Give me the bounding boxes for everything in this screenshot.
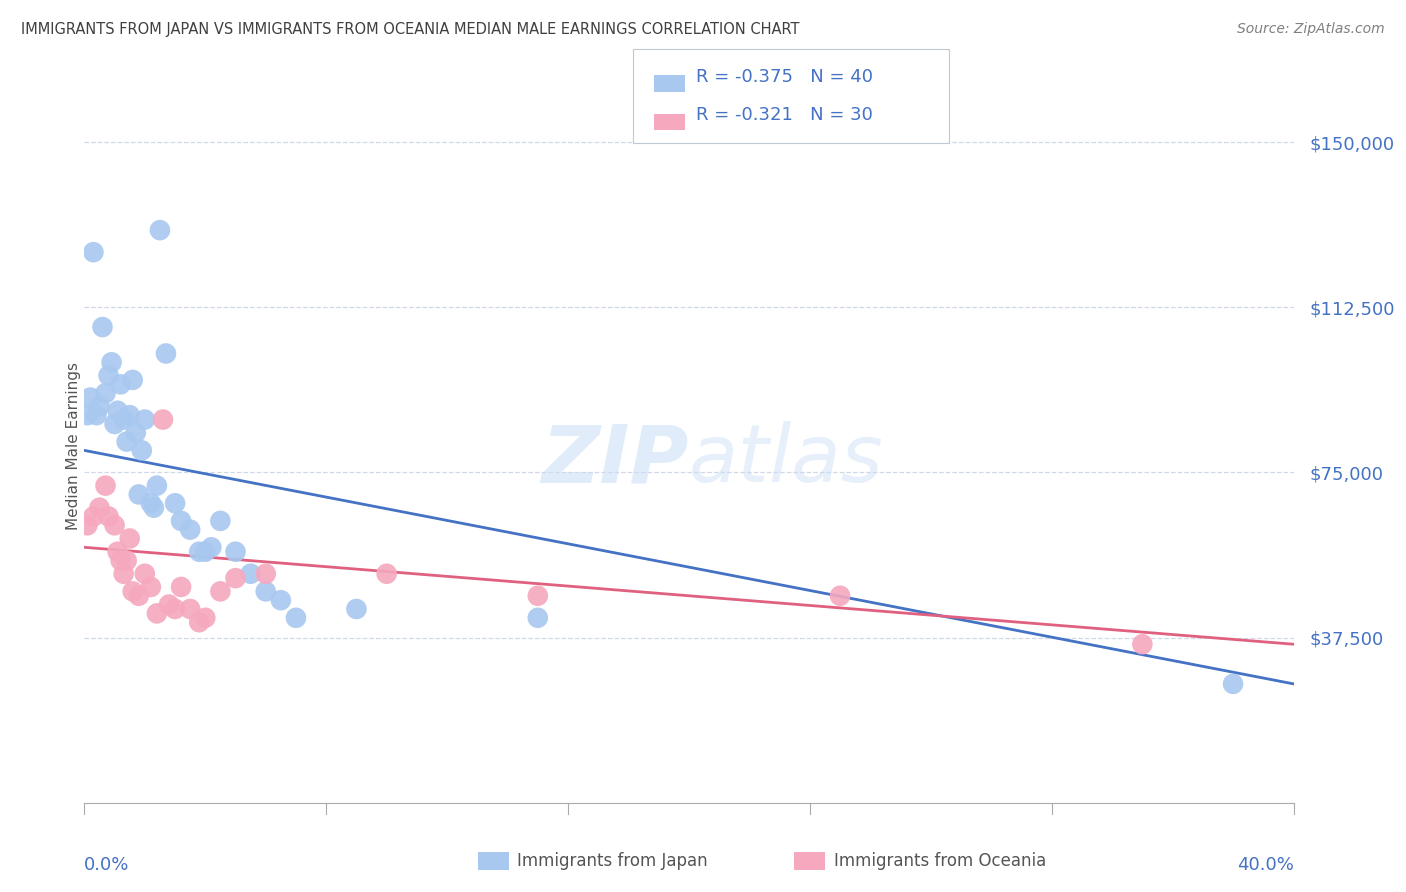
Point bbox=[100, 355, 122, 369]
Point bbox=[79, 391, 101, 405]
Point bbox=[239, 566, 262, 581]
Point bbox=[149, 223, 172, 237]
Point bbox=[107, 545, 129, 559]
Point bbox=[107, 403, 129, 417]
Point bbox=[128, 589, 150, 603]
Point bbox=[146, 478, 169, 492]
Point bbox=[76, 408, 98, 422]
Point bbox=[170, 580, 193, 594]
Point bbox=[110, 377, 132, 392]
Point bbox=[86, 408, 108, 422]
Point bbox=[157, 598, 180, 612]
Point bbox=[104, 518, 127, 533]
Point bbox=[179, 602, 201, 616]
Point bbox=[209, 584, 232, 599]
Point bbox=[97, 509, 120, 524]
Point bbox=[139, 496, 162, 510]
Point bbox=[526, 589, 548, 603]
Point bbox=[346, 602, 368, 616]
Point bbox=[89, 500, 111, 515]
Text: IMMIGRANTS FROM JAPAN VS IMMIGRANTS FROM OCEANIA MEDIAN MALE EARNINGS CORRELATIO: IMMIGRANTS FROM JAPAN VS IMMIGRANTS FROM… bbox=[21, 22, 800, 37]
Point bbox=[134, 412, 156, 426]
Point bbox=[94, 386, 117, 401]
Point bbox=[254, 584, 277, 599]
Text: 40.0%: 40.0% bbox=[1237, 855, 1294, 873]
Text: 0.0%: 0.0% bbox=[84, 855, 129, 873]
Point bbox=[254, 566, 277, 581]
Point bbox=[91, 320, 114, 334]
Point bbox=[97, 368, 120, 383]
Point bbox=[284, 611, 308, 625]
Point bbox=[118, 408, 141, 422]
Y-axis label: Median Male Earnings: Median Male Earnings bbox=[66, 362, 80, 530]
Point bbox=[225, 545, 247, 559]
Point bbox=[94, 478, 117, 492]
Point bbox=[115, 553, 138, 567]
Point bbox=[131, 443, 153, 458]
Point bbox=[112, 566, 135, 581]
Point bbox=[82, 245, 104, 260]
Point bbox=[179, 523, 201, 537]
Text: Immigrants from Oceania: Immigrants from Oceania bbox=[834, 852, 1046, 870]
Text: R = -0.321   N = 30: R = -0.321 N = 30 bbox=[696, 106, 873, 124]
Point bbox=[152, 412, 174, 426]
Point bbox=[200, 541, 222, 555]
Point bbox=[270, 593, 292, 607]
Point bbox=[104, 417, 127, 431]
Point bbox=[142, 500, 165, 515]
Point bbox=[526, 611, 548, 625]
Text: ZIP: ZIP bbox=[541, 421, 689, 500]
Point bbox=[121, 584, 143, 599]
Point bbox=[830, 589, 852, 603]
Point bbox=[194, 611, 217, 625]
Point bbox=[155, 346, 177, 360]
Point bbox=[170, 514, 193, 528]
Point bbox=[188, 615, 211, 630]
Point bbox=[1222, 677, 1244, 691]
Point bbox=[134, 566, 156, 581]
Point bbox=[125, 425, 148, 440]
Point bbox=[225, 571, 247, 585]
Point bbox=[112, 412, 135, 426]
Text: R = -0.375   N = 40: R = -0.375 N = 40 bbox=[696, 69, 873, 87]
Point bbox=[375, 566, 398, 581]
Point bbox=[209, 514, 232, 528]
Text: Immigrants from Japan: Immigrants from Japan bbox=[517, 852, 709, 870]
Point bbox=[121, 373, 143, 387]
Point bbox=[163, 496, 186, 510]
Point bbox=[118, 532, 141, 546]
Point bbox=[82, 509, 104, 524]
Point bbox=[194, 545, 217, 559]
Text: Source: ZipAtlas.com: Source: ZipAtlas.com bbox=[1237, 22, 1385, 37]
Point bbox=[89, 400, 111, 414]
Point bbox=[76, 518, 98, 533]
Point bbox=[163, 602, 186, 616]
Point bbox=[188, 545, 211, 559]
Point bbox=[146, 607, 169, 621]
Point bbox=[1130, 637, 1153, 651]
Text: atlas: atlas bbox=[689, 421, 884, 500]
Point bbox=[139, 580, 162, 594]
Point bbox=[128, 487, 150, 501]
Point bbox=[115, 434, 138, 449]
Point bbox=[110, 553, 132, 567]
